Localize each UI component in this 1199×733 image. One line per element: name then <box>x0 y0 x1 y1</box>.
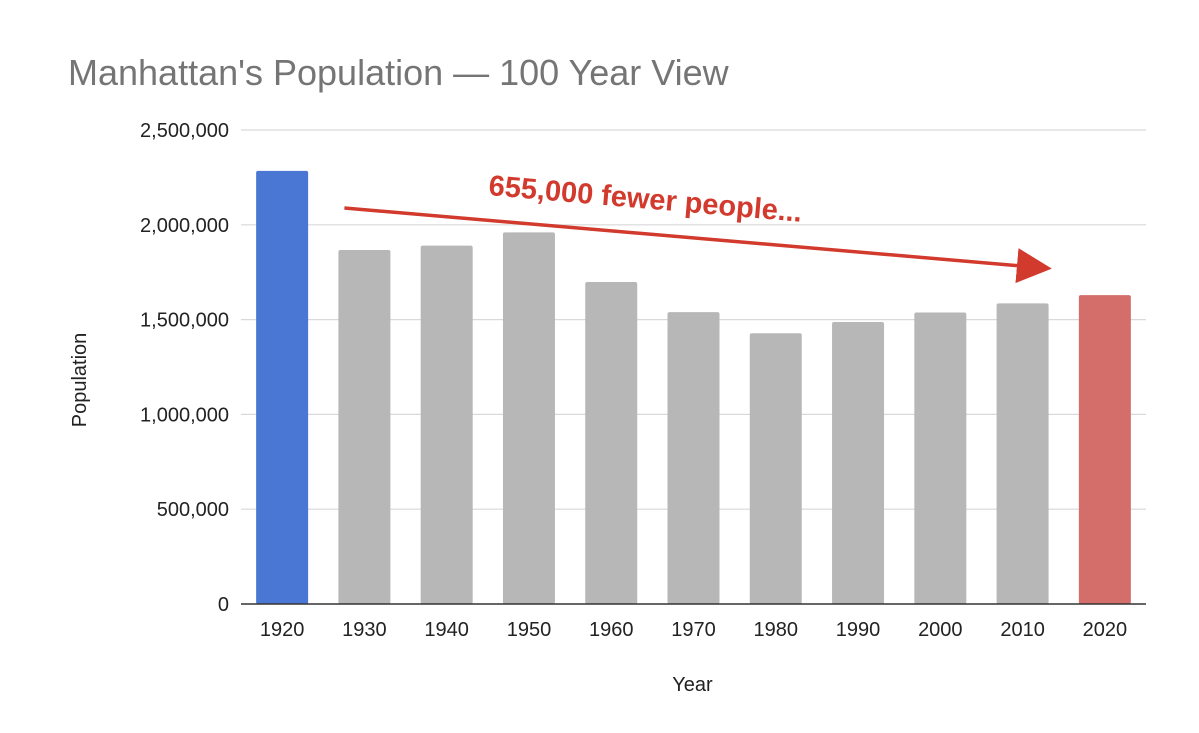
chart-title: Manhattan's Population — 100 Year View <box>68 52 729 93</box>
bar-1960 <box>585 282 638 604</box>
x-tick-label: 1960 <box>589 619 634 641</box>
x-axis-title: Year <box>672 674 713 696</box>
y-tick-label: 1,000,000 <box>140 404 229 426</box>
x-tick-label: 2000 <box>918 619 963 641</box>
bar-1950 <box>502 232 555 604</box>
bar-1980 <box>749 333 802 604</box>
axis-labels: 0 500,000 1,000,000 1,500,000 2,000,000 2,500… <box>69 120 1127 696</box>
bar-1920 <box>256 170 309 604</box>
y-tick-label: 2,000,000 <box>140 215 229 237</box>
bar-2010 <box>996 303 1049 604</box>
x-tick-label: 1950 <box>507 619 552 641</box>
bar-2020 <box>1078 295 1131 604</box>
bar-2000 <box>914 312 967 604</box>
x-tick-label: 1990 <box>836 619 881 641</box>
x-tick-label: 2010 <box>1000 619 1045 641</box>
bars <box>256 170 1131 604</box>
x-tick-label: 1980 <box>754 619 799 641</box>
annotation-text: 655,000 fewer people... <box>487 170 803 229</box>
bar-1930 <box>338 249 391 604</box>
y-tick-label: 500,000 <box>157 499 229 521</box>
bar-1940 <box>420 245 473 604</box>
y-tick-label: 2,500,000 <box>140 120 229 142</box>
bar-1970 <box>667 312 720 604</box>
x-tick-label: 2020 <box>1083 619 1128 641</box>
x-tick-label: 1920 <box>260 619 305 641</box>
x-tick-label: 1930 <box>342 619 387 641</box>
y-axis-title: Population <box>69 333 91 428</box>
y-tick-label: 1,500,000 <box>140 310 229 332</box>
x-tick-label: 1940 <box>424 619 469 641</box>
bar-1990 <box>832 321 885 604</box>
annotation-arrow <box>344 206 1052 284</box>
y-tick-label: 0 <box>218 594 229 616</box>
x-tick-label: 1970 <box>671 619 716 641</box>
